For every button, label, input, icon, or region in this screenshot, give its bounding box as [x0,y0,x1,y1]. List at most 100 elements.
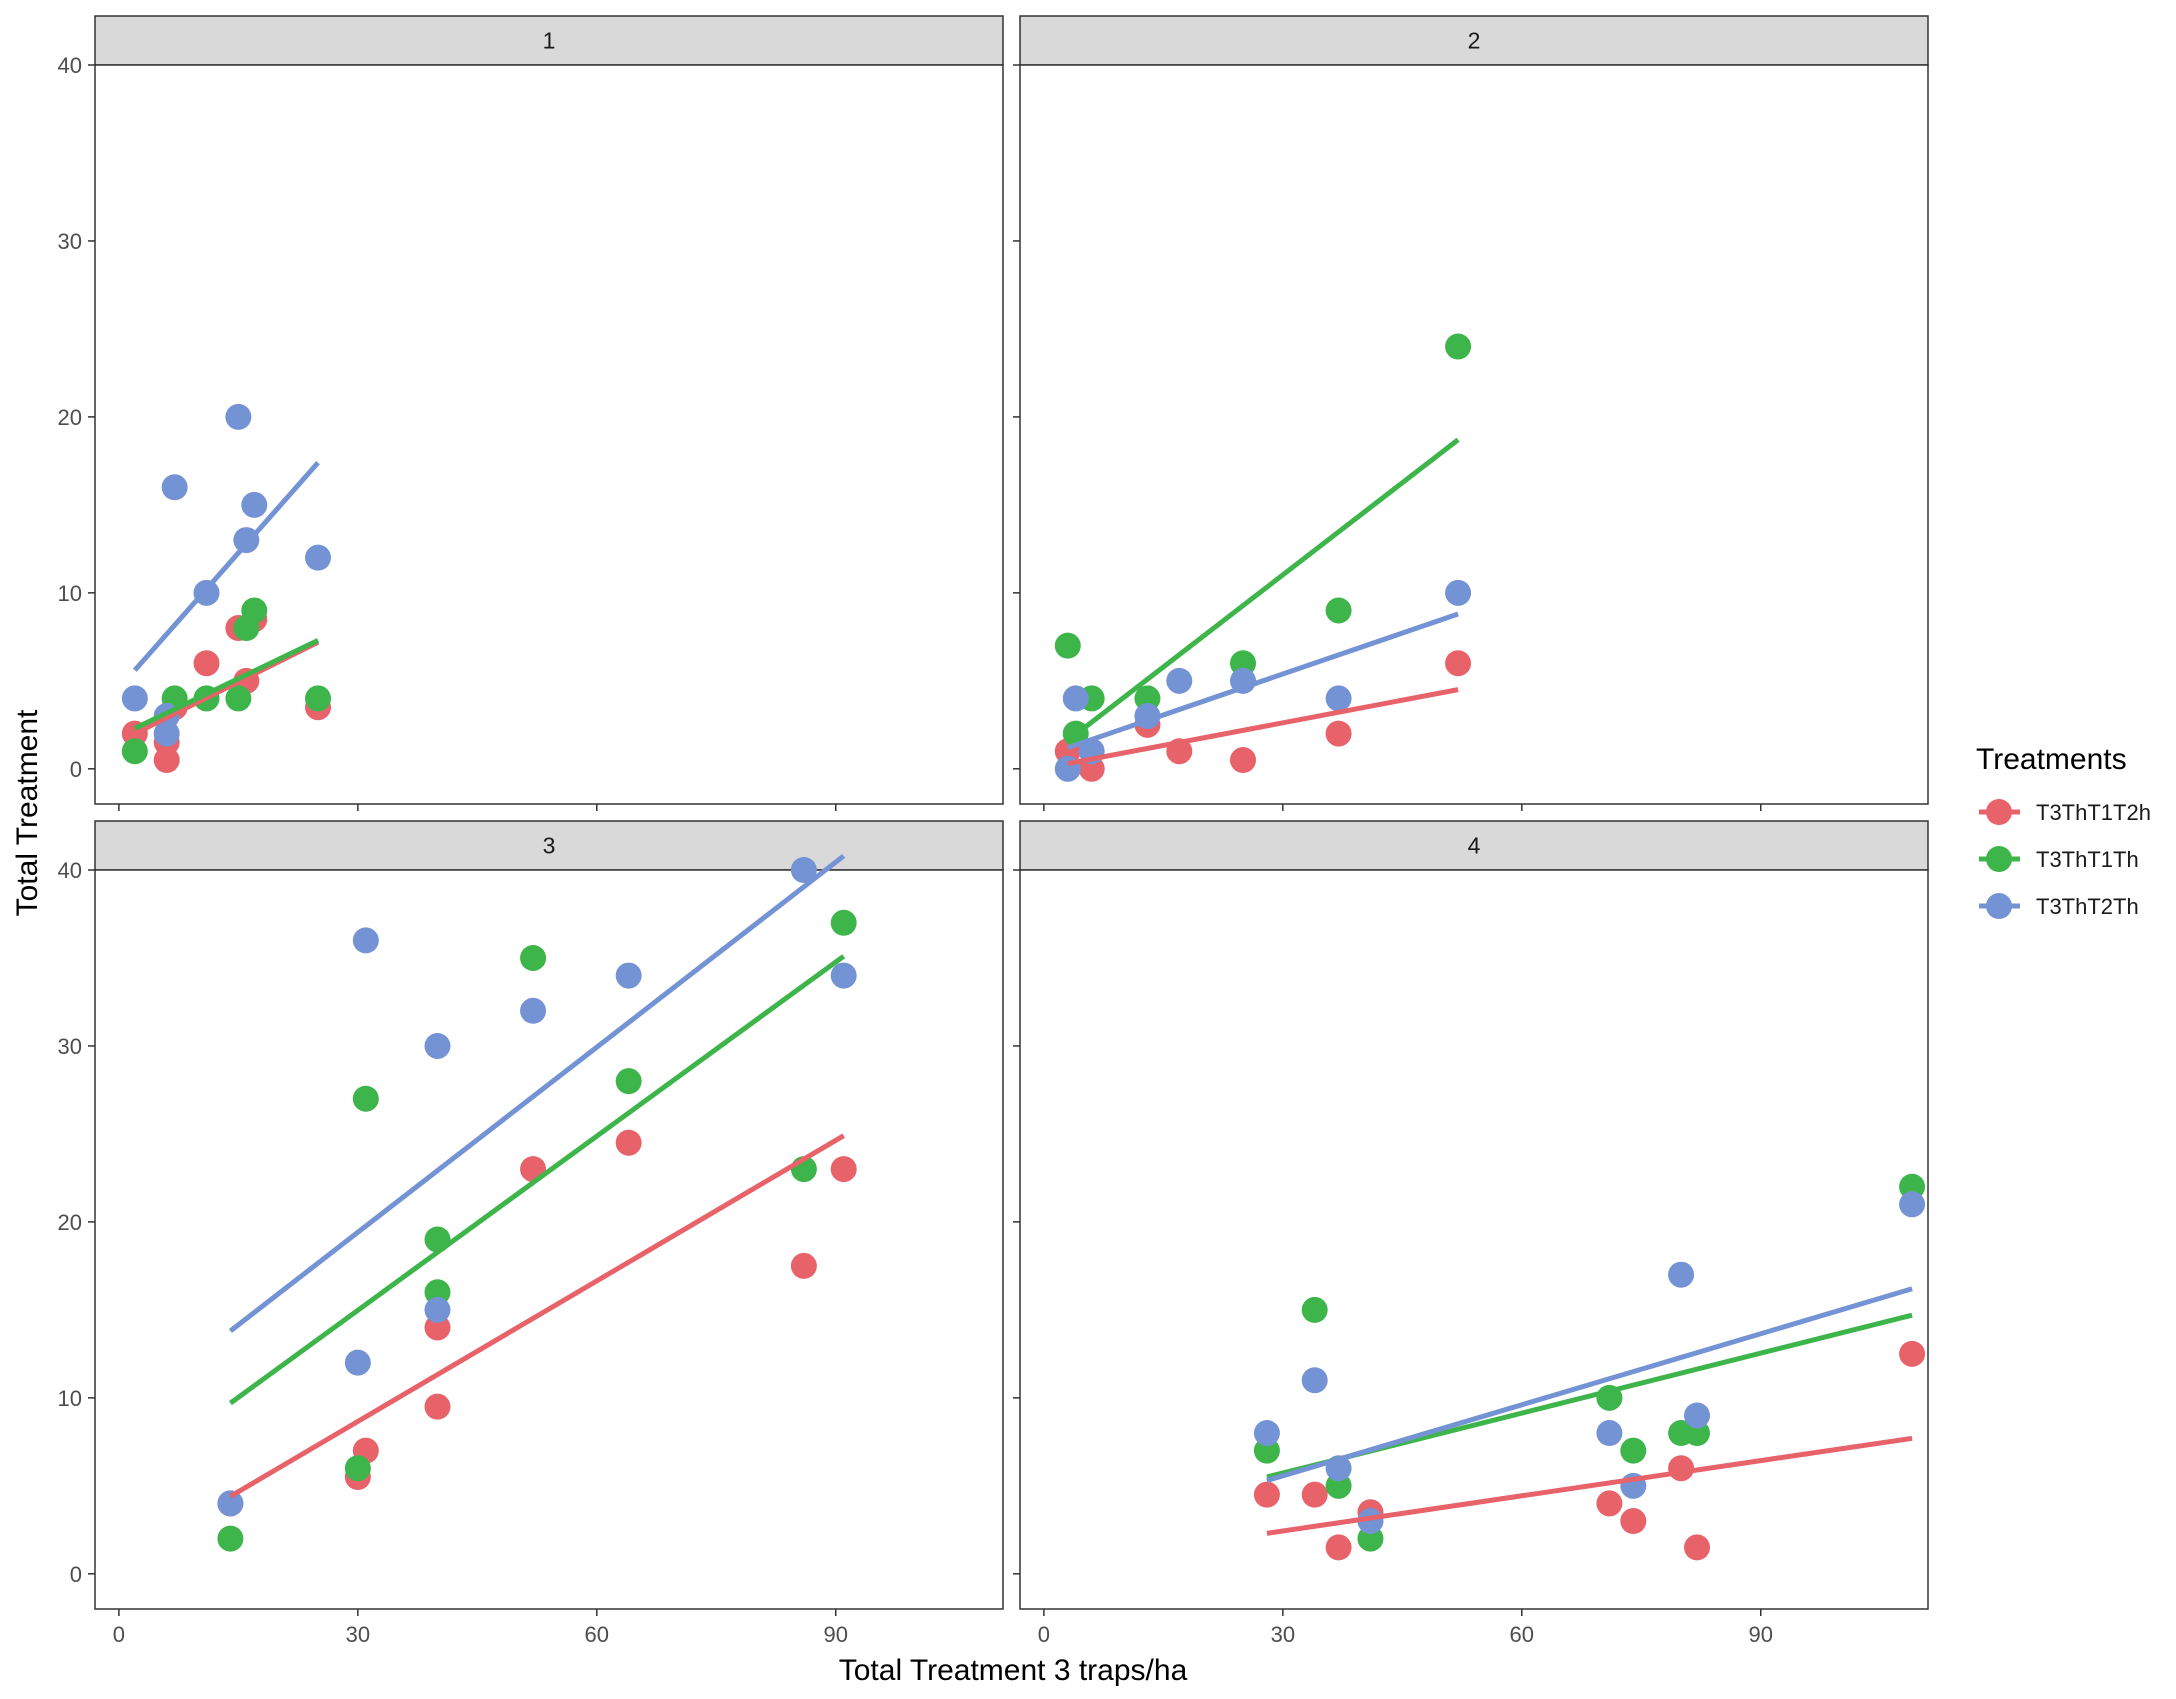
data-point [1445,650,1472,677]
y-tick-label: 30 [58,229,82,254]
data-point [1620,1437,1647,1464]
y-tick-label: 10 [58,1386,82,1411]
fit-line [133,638,320,731]
data-point [424,1296,451,1323]
x-tick-label: 60 [1510,1622,1534,1647]
y-tick-label: 40 [58,53,82,78]
data-point [241,491,268,518]
legend-entry: T3ThT2Th [1979,893,2139,919]
legend-key-point [1986,846,2012,872]
data-point [1325,720,1352,747]
facet-strip-label: 2 [1468,28,1481,54]
fit-line [228,853,846,1333]
facet-strip [1019,15,1929,66]
data-point [121,738,148,765]
data-point [1230,747,1257,774]
fit-line [1066,611,1459,751]
fit-line [1266,1286,1913,1483]
data-point [352,1085,379,1112]
x-tick-label: 90 [823,1622,847,1647]
x-tick-label: 90 [1748,1622,1772,1647]
data-point [1062,685,1089,712]
facet-strip-label: 3 [543,833,556,859]
facet-panel-2: 2 [1013,15,1929,811]
facet-strip [1019,820,1929,871]
x-tick-label: 0 [113,1622,125,1647]
data-point [1301,1481,1328,1508]
panel-border [1019,869,1929,1610]
legend-entry-label: T3ThT1T2h [2036,800,2151,825]
y-tick-label: 40 [58,858,82,883]
data-point [1301,1367,1328,1394]
facet-strip [94,15,1004,66]
data-point [153,720,180,747]
data-point [352,927,379,954]
legend-entry-label: T3ThT2Th [2036,894,2139,919]
legend-entry: T3ThT1Th [1979,846,2139,872]
data-point [1596,1420,1623,1447]
data-point [520,997,547,1024]
data-point [790,1252,817,1279]
data-point [217,1490,244,1517]
legend: Treatments T3ThT1T2h T3ThT1Th T3ThT2Th [1976,743,2151,919]
fit-line [228,954,846,1406]
data-point [1253,1481,1280,1508]
data-point [217,1525,244,1552]
data-point [241,597,268,624]
legend-key-point [1986,799,2012,825]
facet-strip-label: 4 [1468,833,1481,859]
y-tick-label: 20 [58,1210,82,1235]
legend-title: Treatments [1976,743,2127,776]
legend-entry-label: T3ThT1Th [2036,847,2139,872]
data-point [424,1032,451,1059]
fit-line [1067,687,1459,766]
data-point [1899,1340,1926,1367]
data-point [225,403,252,430]
data-point [1596,1490,1623,1517]
data-point [830,962,857,989]
data-point [344,1455,371,1482]
facet-strip [94,820,1004,871]
y-axis-label: Total Treatment [11,709,44,916]
fit-line [229,1133,845,1499]
data-point [1445,333,1472,360]
data-point [615,962,642,989]
data-point [1253,1420,1280,1447]
data-point [1445,579,1472,606]
y-tick-label: 20 [58,405,82,430]
facet-strip-label: 1 [543,28,556,54]
data-point [1325,597,1352,624]
data-point [1668,1455,1695,1482]
data-point [193,650,220,677]
x-tick-label: 0 [1038,1622,1050,1647]
data-point [1054,632,1081,659]
legend-entry: T3ThT1T2h [1979,799,2151,825]
fit-line [132,460,320,672]
data-point [1899,1191,1926,1218]
data-point [161,474,188,501]
facet-panel-4: 4 0 30 60 90 [1013,820,1929,1647]
data-point [1325,685,1352,712]
x-tick-label: 30 [346,1622,370,1647]
fit-line [1066,437,1460,743]
data-point [305,544,332,571]
data-point [615,1129,642,1156]
x-axis-label: Total Treatment 3 traps/ha [839,1654,1188,1687]
data-point [1166,667,1193,694]
data-point [344,1349,371,1376]
data-point [830,909,857,936]
data-point [1325,1534,1352,1561]
data-point [305,685,332,712]
y-tick-label: 0 [70,757,82,782]
data-point [424,1393,451,1420]
data-point [520,944,547,971]
y-tick-label: 30 [58,1034,82,1059]
data-point [1620,1508,1647,1535]
y-tick-label: 10 [58,581,82,606]
data-point [225,685,252,712]
fit-line [1266,1435,1913,1536]
